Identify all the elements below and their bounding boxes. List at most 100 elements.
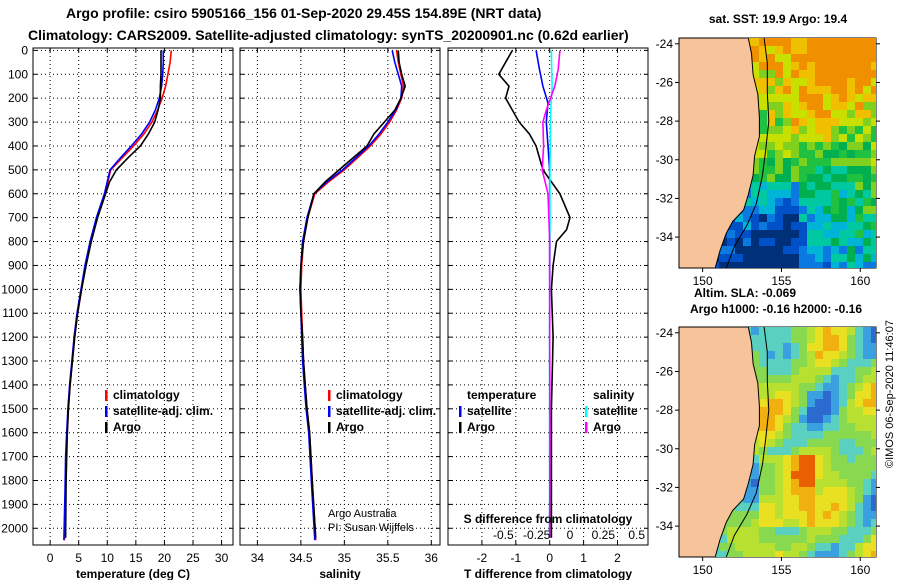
- sla-cell: [807, 511, 816, 520]
- sst-cell: [799, 198, 808, 207]
- sst-lat-label: -34: [656, 230, 674, 244]
- sla-cell: [823, 391, 832, 400]
- sst-cell: [799, 158, 808, 167]
- sst-cell: [871, 174, 876, 183]
- sst-cell: [831, 38, 840, 47]
- sst-cell: [831, 230, 840, 239]
- sst-cell: [751, 38, 760, 47]
- sla-cell: [815, 415, 824, 424]
- sst-cell: [775, 190, 784, 199]
- sst-cell: [823, 254, 832, 263]
- sla-cell: [775, 511, 784, 520]
- sst-cell: [791, 62, 800, 71]
- sst-cell: [815, 142, 824, 151]
- sla-cell: [871, 535, 876, 544]
- sla-cell: [863, 471, 872, 480]
- sla-cell: [863, 439, 872, 448]
- sst-cell: [791, 182, 800, 191]
- sla-cell: [871, 447, 876, 456]
- sst-cell: [799, 238, 808, 247]
- sst-cell: [831, 166, 840, 175]
- sla-cell: [863, 375, 872, 384]
- sla-cell: [759, 479, 768, 488]
- sla-cell: [823, 359, 832, 368]
- sst-cell: [751, 262, 760, 268]
- sst-cell: [807, 182, 816, 191]
- sla-cell: [791, 327, 800, 336]
- sla-cell: [831, 407, 840, 416]
- sst-cell: [847, 110, 856, 119]
- difference-legend-swatch: [459, 422, 462, 433]
- sla-cell: [799, 407, 808, 416]
- sla-cell: [863, 415, 872, 424]
- sst-cell: [863, 134, 872, 143]
- sla-cell: [863, 431, 872, 440]
- sst-cell: [767, 222, 776, 231]
- sst-cell: [807, 158, 816, 167]
- sla-cell: [799, 351, 808, 360]
- temperature-legend-swatch: [105, 422, 108, 433]
- sst-cell: [863, 150, 872, 159]
- sla-cell: [775, 351, 784, 360]
- sla-cell: [839, 367, 848, 376]
- sla-cell: [767, 327, 776, 336]
- sst-cell: [791, 246, 800, 255]
- sst-cell: [783, 54, 792, 63]
- sla-cell: [863, 423, 872, 432]
- sst-cell: [807, 134, 816, 143]
- sst-cell: [759, 214, 768, 223]
- sst-cell: [855, 150, 864, 159]
- sla-cell: [759, 527, 768, 536]
- sst-cell: [815, 254, 824, 263]
- sla-cell: [767, 407, 776, 416]
- sla-cell: [815, 511, 824, 520]
- sla-cell: [807, 391, 816, 400]
- sst-cell: [791, 222, 800, 231]
- sla-cell: [855, 399, 864, 408]
- sla-cell: [871, 351, 876, 360]
- sla-lat-label: -32: [656, 480, 674, 494]
- sst-cell: [751, 222, 760, 231]
- sst-cell: [871, 126, 876, 135]
- sla-cell: [783, 519, 792, 528]
- sla-cell: [791, 375, 800, 384]
- sst-cell: [855, 254, 864, 263]
- sla-cell: [791, 439, 800, 448]
- sla-cell: [751, 519, 760, 528]
- panel-difference-frame: [447, 47, 649, 546]
- sla-cell: [823, 479, 832, 488]
- sla-cell: [791, 471, 800, 480]
- sst-cell: [727, 246, 736, 255]
- sst-cell: [823, 182, 832, 191]
- sla-cell: [831, 351, 840, 360]
- sst-lat-label: -26: [656, 75, 674, 89]
- sst-land: [679, 38, 760, 268]
- sla-cell: [807, 519, 816, 528]
- sst-cell: [847, 70, 856, 79]
- sla-cell: [791, 383, 800, 392]
- sst-cell: [799, 86, 808, 95]
- sst-cell: [775, 214, 784, 223]
- sst-cell: [791, 158, 800, 167]
- sst-cell: [783, 94, 792, 103]
- sst-cell: [839, 150, 848, 159]
- sla-cell: [735, 519, 744, 528]
- sla-cell: [807, 439, 816, 448]
- sst-cell: [799, 54, 808, 63]
- sla-cell: [815, 487, 824, 496]
- sst-cell: [871, 102, 876, 111]
- sst-cell: [871, 198, 876, 207]
- sla-cell: [839, 327, 848, 336]
- sla-cell: [807, 495, 816, 504]
- sla-cell: [775, 391, 784, 400]
- sla-cell: [855, 535, 864, 544]
- difference-xtick-label: 1: [580, 551, 587, 565]
- sst-cell: [855, 238, 864, 247]
- sla-cell: [839, 335, 848, 344]
- sst-cell: [839, 262, 848, 268]
- sla-cell: [807, 463, 816, 472]
- sla-cell: [767, 343, 776, 352]
- sla-cell: [855, 519, 864, 528]
- sla-cell: [839, 479, 848, 488]
- sst-cell: [847, 126, 856, 135]
